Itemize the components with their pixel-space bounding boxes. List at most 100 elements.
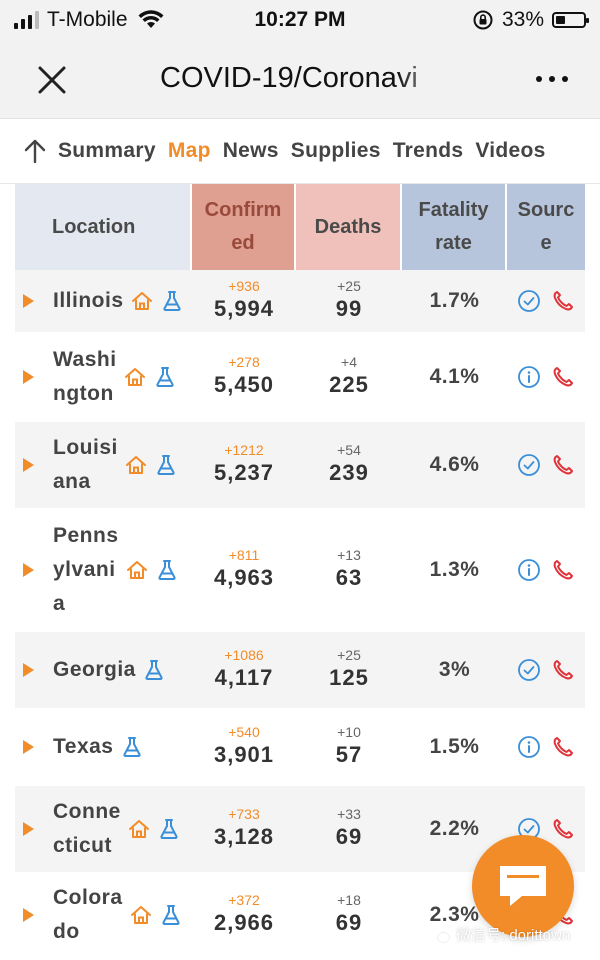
source-cell: [507, 453, 585, 477]
house-icon[interactable]: [125, 558, 149, 582]
confirmed-cell: +936 5,994: [192, 278, 296, 324]
confirmed-count: 3,128: [213, 824, 275, 849]
location-cell: Georgia: [15, 653, 192, 687]
table-row[interactable]: Georgia +1086 4,117 +25 125 3%: [15, 632, 585, 708]
info-circle-icon[interactable]: [517, 735, 541, 759]
expand-arrow-icon[interactable]: [23, 740, 34, 754]
confirmed-delta: +1212: [224, 442, 264, 458]
deaths-count: 63: [335, 565, 363, 590]
phone-icon[interactable]: [551, 558, 575, 582]
check-circle-icon[interactable]: [517, 453, 541, 477]
header-source[interactable]: Sourc e: [507, 184, 585, 270]
flask-icon[interactable]: [154, 453, 178, 477]
location-icons: [130, 289, 184, 313]
location-icons: [142, 658, 166, 682]
location-cell: Louisi ana: [15, 431, 192, 499]
deaths-cell: +4 225: [296, 354, 402, 400]
deaths-cell: +33 69: [296, 806, 402, 852]
house-icon[interactable]: [124, 453, 148, 477]
tab-supplies[interactable]: Supplies: [290, 139, 381, 162]
phone-icon[interactable]: [551, 453, 575, 477]
fatality-rate: 1.7%: [429, 289, 480, 312]
confirmed-count: 2,966: [213, 910, 275, 935]
watermark: 微信号: dorittown: [430, 924, 570, 945]
flask-icon[interactable]: [159, 903, 183, 927]
table-row[interactable]: Louisi ana +1212 5,237 +54 239 4.6%: [15, 422, 585, 508]
expand-arrow-icon[interactable]: [23, 822, 34, 836]
confirmed-count: 3,901: [213, 742, 275, 767]
cell-signal-icon: [14, 11, 39, 29]
header-location[interactable]: Location: [15, 184, 192, 270]
tab-videos[interactable]: Videos: [475, 139, 546, 162]
more-options-icon[interactable]: [536, 76, 568, 82]
check-circle-icon[interactable]: [517, 658, 541, 682]
cases-table: Location Confirm ed Deaths Fatality rate S…: [15, 184, 585, 958]
house-icon[interactable]: [129, 903, 153, 927]
table-row[interactable]: Texas +540 3,901 +10 57 1.5%: [15, 708, 585, 786]
fatality-rate: 1.3%: [429, 558, 480, 581]
expand-arrow-icon[interactable]: [23, 294, 34, 308]
close-icon[interactable]: [32, 60, 72, 100]
location-cell: Conne cticut: [15, 795, 192, 863]
house-icon[interactable]: [127, 817, 151, 841]
flask-icon[interactable]: [157, 817, 181, 841]
location-icons: [120, 735, 144, 759]
tab-summary[interactable]: Summary: [58, 139, 156, 162]
location-icons: [123, 365, 177, 389]
deaths-cell: +18 69: [296, 892, 402, 938]
tab-map[interactable]: Map: [167, 139, 211, 162]
expand-arrow-icon[interactable]: [23, 908, 34, 922]
phone-icon[interactable]: [551, 658, 575, 682]
confirmed-delta: +936: [228, 278, 260, 294]
info-circle-icon[interactable]: [517, 558, 541, 582]
table-row[interactable]: Penns ylvani a +811 4,963 +13 63 1.3%: [15, 508, 585, 632]
flask-icon[interactable]: [142, 658, 166, 682]
source-cell: [507, 365, 585, 389]
phone-icon[interactable]: [551, 365, 575, 389]
source-cell: [507, 289, 585, 313]
house-icon[interactable]: [123, 365, 147, 389]
chat-button[interactable]: [472, 835, 574, 937]
confirmed-delta: +278: [228, 354, 260, 370]
location-name: Penns ylvani a: [53, 524, 119, 615]
deaths-delta: +33: [337, 806, 361, 822]
location-name: Colora do: [53, 886, 123, 943]
arrow-up-icon[interactable]: [22, 138, 48, 164]
deaths-delta: +13: [337, 547, 361, 563]
confirmed-count: 5,237: [213, 460, 275, 485]
wifi-icon: [138, 10, 164, 28]
confirmed-delta: +1086: [224, 647, 264, 663]
fatality-rate: 3%: [438, 658, 471, 681]
header-fatality-rate[interactable]: Fatality rate: [402, 184, 507, 270]
navigation-bar: COVID-19/Coronavi: [0, 40, 600, 119]
tab-news[interactable]: News: [222, 139, 279, 162]
location-name: Georgia: [53, 658, 136, 681]
table-row[interactable]: Illinois +936 5,994 +25 99 1.7%: [15, 270, 585, 332]
location-name: Illinois: [53, 289, 124, 312]
location-cell: Colora do: [15, 881, 192, 949]
table-row[interactable]: Washi ngton +278 5,450 +4 225 4.1%: [15, 332, 585, 422]
expand-arrow-icon[interactable]: [23, 563, 34, 577]
flask-icon[interactable]: [155, 558, 179, 582]
flask-icon[interactable]: [153, 365, 177, 389]
location-icons: [124, 453, 178, 477]
house-icon[interactable]: [130, 289, 154, 313]
flask-icon[interactable]: [160, 289, 184, 313]
location-cell: Penns ylvani a: [15, 519, 192, 621]
confirmed-cell: +372 2,966: [192, 892, 296, 938]
header-confirmed[interactable]: Confirm ed: [192, 184, 296, 270]
tab-trends[interactable]: Trends: [392, 139, 464, 162]
expand-arrow-icon[interactable]: [23, 458, 34, 472]
phone-icon[interactable]: [551, 735, 575, 759]
phone-icon[interactable]: [551, 817, 575, 841]
flask-icon[interactable]: [120, 735, 144, 759]
page-title: COVID-19/Coronavi: [160, 62, 418, 94]
table-row[interactable]: Colora do +372 2,966 +18 69 2.3%: [15, 872, 585, 958]
expand-arrow-icon[interactable]: [23, 663, 34, 677]
check-circle-icon[interactable]: [517, 289, 541, 313]
location-icons: [129, 903, 183, 927]
expand-arrow-icon[interactable]: [23, 370, 34, 384]
info-circle-icon[interactable]: [517, 365, 541, 389]
header-deaths[interactable]: Deaths: [296, 184, 402, 270]
phone-icon[interactable]: [551, 289, 575, 313]
